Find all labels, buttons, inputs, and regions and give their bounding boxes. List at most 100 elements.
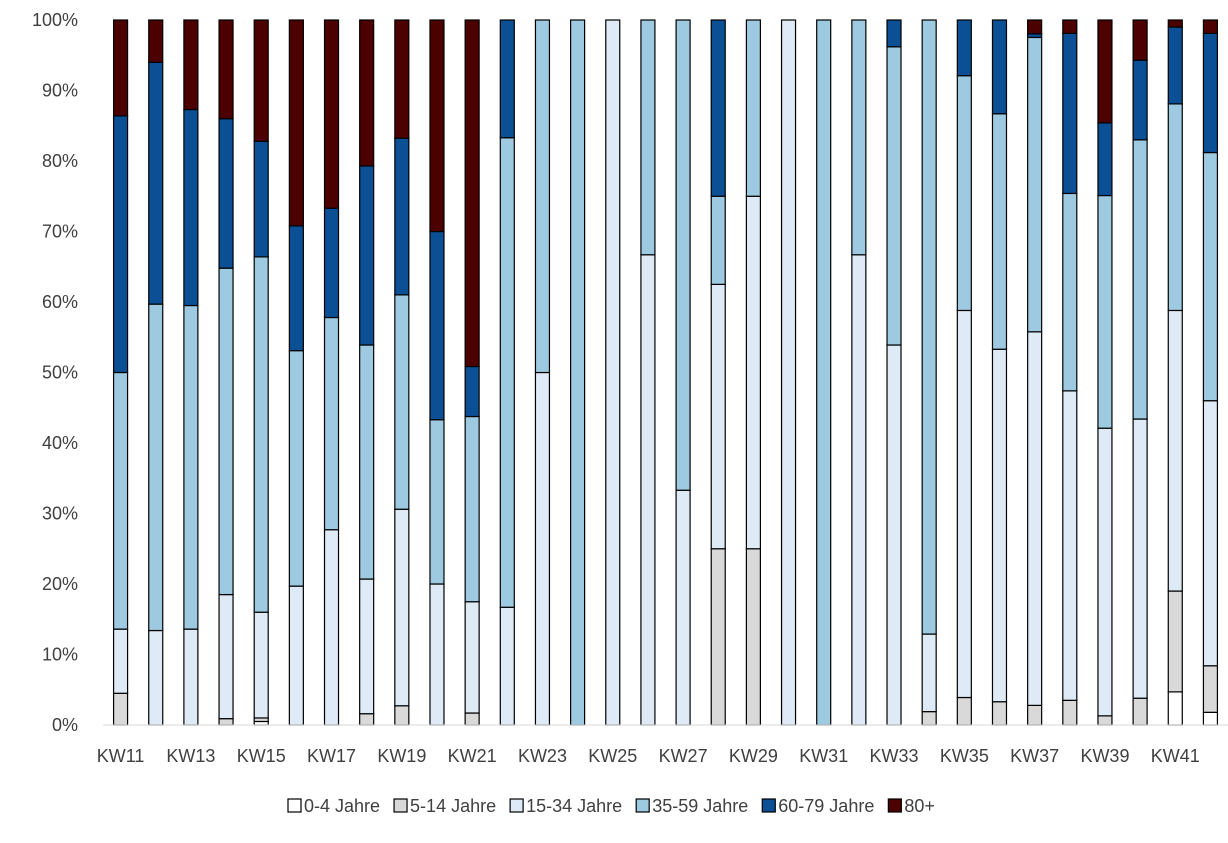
bar-segment-kw40-series-3 bbox=[1132, 139, 1148, 420]
bar-segment-kw28-series-1 bbox=[710, 548, 726, 726]
bar-segment-kw35-series-4 bbox=[956, 19, 972, 77]
bar-stack-kw30 bbox=[780, 19, 797, 726]
bar-segment-kw39-series-2 bbox=[1097, 427, 1113, 717]
bar-segment-kw37-series-1 bbox=[1027, 704, 1043, 726]
legend-swatch bbox=[761, 798, 776, 813]
bar-stack-kw29 bbox=[745, 19, 761, 726]
bar-segment-kw15-series-4 bbox=[253, 140, 269, 258]
bar-stack-kw11 bbox=[112, 19, 129, 726]
bar-stack-kw23 bbox=[534, 19, 551, 726]
bar-segment-kw34-series-3 bbox=[921, 19, 937, 635]
bar-segment-kw21-series-1 bbox=[464, 712, 480, 726]
bar-segment-kw18-series-1 bbox=[359, 713, 375, 726]
bar-segment-kw29-series-1 bbox=[745, 548, 761, 726]
bar-segment-kw18-series-2 bbox=[359, 578, 375, 715]
bar-segment-kw40-series-4 bbox=[1132, 59, 1148, 141]
bar-segment-kw33-series-3 bbox=[886, 46, 902, 346]
legend-swatch bbox=[635, 798, 650, 813]
bar-segment-kw28-series-2 bbox=[710, 283, 726, 550]
bar-stack-kw13 bbox=[183, 19, 199, 726]
bar-segment-kw40-series-1 bbox=[1132, 697, 1148, 726]
bar-segment-kw40-series-2 bbox=[1132, 418, 1148, 699]
x-tick-label: KW19 bbox=[377, 746, 426, 766]
bar-segment-kw41-series-1 bbox=[1167, 590, 1183, 693]
bar-segment-kw39-series-3 bbox=[1097, 194, 1113, 429]
bar-stack-kw34 bbox=[921, 19, 937, 726]
bar-stack-kw12 bbox=[148, 19, 164, 726]
bar-stack-kw37 bbox=[1027, 19, 1043, 726]
bar-segment-kw20-series-2 bbox=[429, 583, 445, 726]
bar-stack-kw14 bbox=[218, 19, 234, 726]
bar-segment-kw42-series-4 bbox=[1202, 32, 1219, 154]
legend-swatch bbox=[887, 798, 902, 813]
bar-segment-kw41-series-3 bbox=[1167, 103, 1183, 312]
bar-stack-kw17 bbox=[323, 19, 340, 726]
bar-stack-kw19 bbox=[394, 19, 410, 726]
bar-stack-kw33 bbox=[886, 19, 902, 726]
bar-segment-kw15-series-3 bbox=[253, 256, 269, 613]
bar-segment-kw11-series-3 bbox=[112, 371, 129, 630]
legend-swatch bbox=[287, 798, 302, 813]
bar-segment-kw14-series-1 bbox=[218, 718, 234, 726]
bar-segment-kw38-series-2 bbox=[1062, 390, 1078, 701]
legend-label: 60-79 Jahre bbox=[778, 796, 874, 816]
x-tick-label: KW15 bbox=[237, 746, 286, 766]
x-tick-label: KW27 bbox=[659, 746, 708, 766]
bar-stack-kw35 bbox=[956, 19, 972, 726]
bar-segment-kw17-series-2 bbox=[323, 529, 340, 726]
bar-segment-kw25-series-2 bbox=[605, 19, 621, 726]
bar-segment-kw21-series-3 bbox=[464, 415, 480, 603]
bar-stack-kw41 bbox=[1167, 19, 1183, 726]
bar-segment-kw28-series-4 bbox=[710, 19, 726, 197]
bar-segment-kw38-series-5 bbox=[1062, 19, 1078, 34]
bar-stack-kw32 bbox=[851, 19, 867, 726]
legend-label: 80+ bbox=[904, 796, 935, 816]
x-tick-label: KW17 bbox=[307, 746, 356, 766]
legend-item: 5-14 Jahre bbox=[393, 796, 496, 816]
bar-segment-kw38-series-4 bbox=[1062, 32, 1078, 195]
bars-layer bbox=[112, 19, 1219, 726]
bar-segment-kw33-series-2 bbox=[886, 344, 902, 726]
x-tick-label: KW33 bbox=[870, 746, 919, 766]
x-tick-label: KW13 bbox=[166, 746, 215, 766]
bar-segment-kw22-series-4 bbox=[499, 19, 515, 139]
bar-segment-kw36-series-1 bbox=[991, 701, 1008, 726]
y-axis: 0% 10% 20% 30% 40% 50% 60% 70% 80% 90% 100% bbox=[32, 10, 78, 735]
bar-segment-kw12-series-5 bbox=[148, 19, 164, 63]
x-tick-label: KW39 bbox=[1080, 746, 1129, 766]
bar-segment-kw41-series-5 bbox=[1167, 19, 1183, 28]
bar-segment-kw23-series-3 bbox=[534, 19, 551, 374]
bar-segment-kw22-series-3 bbox=[499, 137, 515, 608]
bar-stack-kw36 bbox=[991, 19, 1008, 726]
bar-segment-kw13-series-5 bbox=[183, 19, 199, 111]
bar-segment-kw13-series-3 bbox=[183, 304, 199, 630]
bar-segment-kw38-series-3 bbox=[1062, 192, 1078, 392]
bar-segment-kw14-series-3 bbox=[218, 267, 234, 596]
x-tick-label: KW21 bbox=[448, 746, 497, 766]
bar-segment-kw18-series-5 bbox=[359, 19, 375, 167]
x-tick-label: KW41 bbox=[1151, 746, 1200, 766]
bar-stack-kw26 bbox=[640, 19, 656, 726]
y-tick-label: 100% bbox=[32, 10, 78, 30]
bar-segment-kw36-series-2 bbox=[991, 348, 1008, 703]
bar-segment-kw20-series-4 bbox=[429, 230, 445, 421]
bar-segment-kw41-series-0 bbox=[1167, 691, 1183, 726]
bar-segment-kw17-series-4 bbox=[323, 207, 340, 319]
bar-segment-kw30-series-2 bbox=[780, 19, 797, 726]
bar-segment-kw19-series-5 bbox=[394, 19, 410, 139]
bar-segment-kw42-series-0 bbox=[1202, 711, 1219, 726]
bar-stack-kw28 bbox=[710, 19, 726, 726]
bar-stack-kw16 bbox=[288, 19, 304, 726]
y-tick-label: 90% bbox=[42, 81, 78, 101]
x-tick-label: KW23 bbox=[518, 746, 567, 766]
bar-segment-kw11-series-2 bbox=[112, 628, 129, 694]
bar-segment-kw26-series-2 bbox=[640, 254, 656, 726]
x-tick-label: KW31 bbox=[799, 746, 848, 766]
bar-stack-kw39 bbox=[1097, 19, 1113, 726]
bar-segment-kw32-series-2 bbox=[851, 254, 867, 726]
bar-segment-kw35-series-3 bbox=[956, 75, 972, 312]
bar-segment-kw27-series-2 bbox=[675, 489, 691, 726]
bar-segment-kw37-series-2 bbox=[1027, 331, 1043, 706]
